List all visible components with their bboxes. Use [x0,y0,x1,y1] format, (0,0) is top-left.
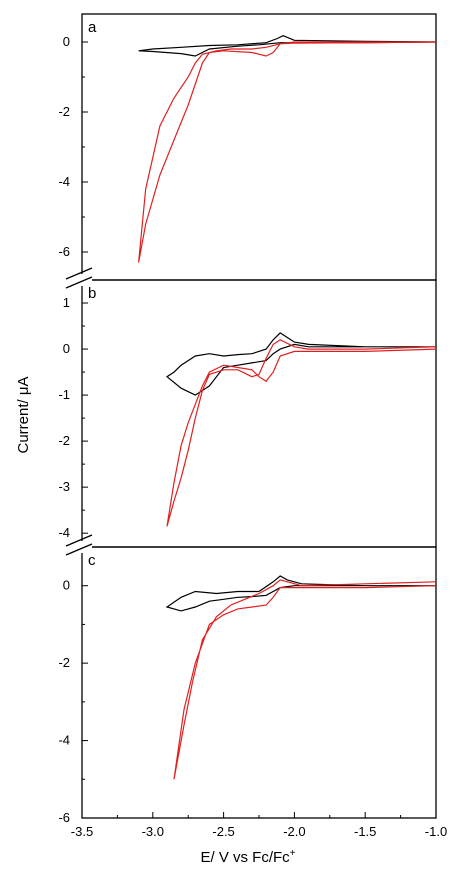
y-tick-label-b: 1 [63,295,70,310]
series-black-panel-c [165,575,436,612]
series-red-panel-b [166,339,437,527]
y-tick-label-c: -4 [58,733,70,748]
series-black-panel-b [165,332,436,396]
x-axis-label-text: E/ V vs Fc/Fc [200,849,290,866]
y-tick-label-b: -1 [58,387,70,402]
y-tick-label-a: 0 [63,34,70,49]
y-tick-label-a: -4 [58,174,70,189]
x-axis-label: E/ V vs Fc/Fc+ [200,848,295,866]
axis-break-mark [65,267,93,280]
y-tick-label-c: 0 [63,578,70,593]
panel-frame-b [81,279,437,548]
axis-break-mark [65,276,93,289]
y-tick-label-a: -6 [58,244,70,259]
axis-break-mark [65,543,93,556]
series-red-panel-a [138,41,437,263]
x-tick-label: -3.0 [142,824,164,839]
x-tick-label: -3.5 [71,824,93,839]
x-tick-label: -1.5 [354,824,376,839]
y-tick-label-b: 0 [63,341,70,356]
y-tick-label-b: -3 [58,479,70,494]
series-black-panel-a [138,35,437,57]
x-tick-label: -1.0 [425,824,447,839]
panel-label-c: c [88,552,96,569]
series-red-panel-c [173,579,437,780]
y-tick-label-b: -4 [58,525,70,540]
axis-break-mark [65,534,93,547]
x-tick-label: -2.5 [212,824,234,839]
y-tick-label-a: -2 [58,104,70,119]
y-tick-label-c: -6 [58,810,70,825]
x-tick-label: -2.0 [283,824,305,839]
panel-label-b: b [88,285,96,302]
y-axis-label: Current/ μA [15,377,32,454]
panel-label-a: a [88,19,97,36]
x-axis-label-superscript: + [290,848,296,859]
y-tick-label-b: -2 [58,433,70,448]
y-tick-label-c: -2 [58,655,70,670]
